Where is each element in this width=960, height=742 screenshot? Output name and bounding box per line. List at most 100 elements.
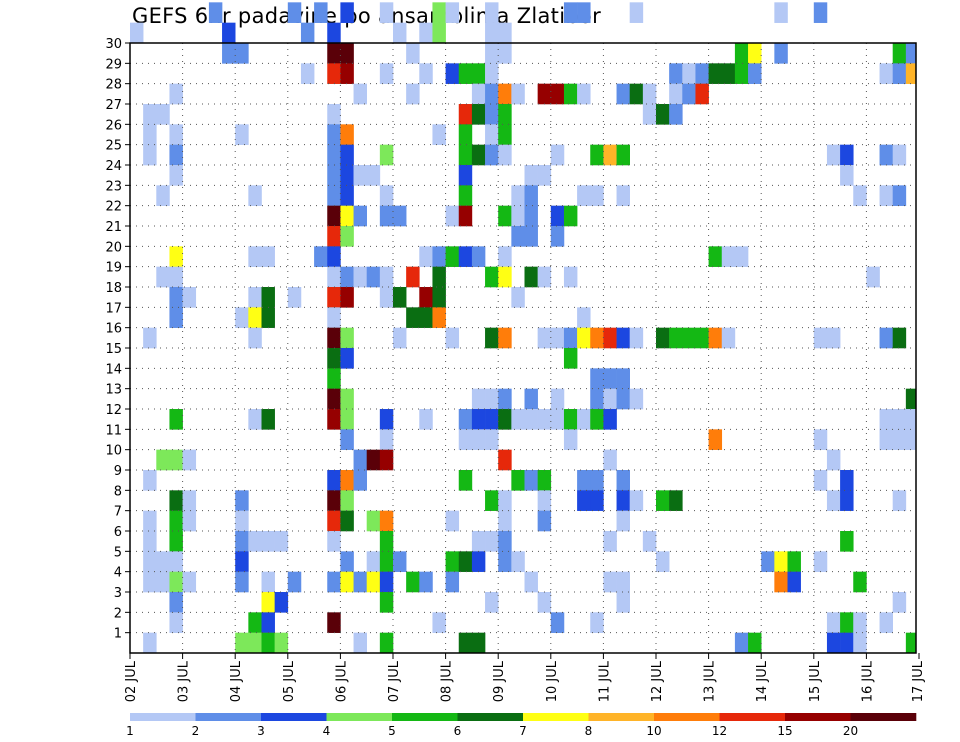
heatmap-cell — [366, 165, 381, 186]
colorbar-label: 12 — [712, 724, 727, 738]
x-tick-label: 06 JUL — [334, 660, 349, 702]
x-tick-label: 07 JUL — [387, 660, 402, 702]
heatmap-cell — [577, 185, 591, 206]
heatmap-cell — [340, 327, 354, 349]
heatmap-cell — [485, 266, 499, 288]
heatmap-cell — [682, 63, 696, 84]
heatmap-cell — [498, 104, 512, 125]
heatmap-cell — [379, 205, 394, 227]
heatmap-cell — [485, 63, 499, 84]
heatmap-cell — [353, 449, 367, 471]
heatmap-cell — [498, 83, 512, 105]
heatmap-cell — [406, 571, 420, 593]
heatmap-cell — [327, 287, 341, 308]
heatmap-cell — [379, 144, 394, 166]
heatmap-cell — [445, 327, 460, 349]
heatmap-cell — [577, 470, 591, 491]
heatmap-cell — [905, 43, 917, 64]
heatmap-cell — [340, 226, 354, 247]
y-tick-label: 22 — [105, 200, 122, 215]
heatmap-cell — [379, 2, 394, 23]
heatmap-cell — [590, 490, 604, 511]
heatmap-cell — [235, 571, 249, 593]
heatmap-cell — [445, 551, 460, 572]
heatmap-cell — [813, 2, 828, 23]
heatmap-cell — [169, 307, 183, 328]
heatmap-cell — [590, 470, 604, 491]
y-tick-label: 14 — [105, 362, 122, 377]
heatmap-cell — [419, 307, 433, 328]
heatmap-cell — [419, 63, 433, 84]
heatmap-cell — [445, 571, 460, 593]
heatmap-cell — [511, 409, 525, 430]
heatmap-cell — [905, 388, 917, 410]
heatmap-cell — [143, 551, 157, 572]
heatmap-cell — [892, 409, 907, 430]
heatmap-cell — [879, 144, 893, 166]
heatmap-cell — [629, 388, 644, 410]
heatmap-cell — [274, 632, 289, 654]
heatmap-cell — [669, 327, 683, 349]
heatmap-cell — [406, 83, 420, 105]
heatmap-cell — [300, 22, 315, 44]
heatmap-cell — [524, 470, 538, 491]
heatmap-cell — [616, 327, 630, 349]
heatmap-cell — [471, 104, 486, 125]
colorbar-label: 15 — [777, 724, 792, 738]
colorbar-label: 7 — [519, 724, 527, 738]
heatmap-cell — [485, 83, 499, 105]
heatmap-cell — [563, 327, 578, 349]
heatmap-cell — [511, 470, 525, 491]
heatmap-cell — [826, 490, 841, 511]
heatmap-cell — [537, 409, 552, 430]
heatmap-cell — [616, 490, 630, 511]
heatmap-cell — [208, 2, 223, 23]
heatmap-cell — [432, 246, 446, 267]
heatmap-cell — [340, 287, 354, 308]
heatmap-cell — [393, 551, 407, 572]
heatmap-cell — [471, 531, 486, 552]
y-tick-label: 5 — [114, 545, 122, 560]
heatmap-cell — [629, 327, 644, 349]
heatmap-cell — [327, 612, 341, 633]
heatmap-cell — [143, 327, 157, 349]
heatmap-cell — [182, 571, 197, 593]
heatmap-cell — [905, 63, 917, 84]
heatmap-cell — [419, 409, 433, 430]
heatmap-cell — [603, 571, 617, 593]
heatmap-cell — [853, 632, 867, 654]
heatmap-cell — [485, 531, 499, 552]
heatmap-cell — [603, 449, 617, 471]
heatmap-cell — [669, 104, 683, 125]
heatmap-cell — [261, 612, 275, 633]
heatmap-cell — [656, 104, 670, 125]
heatmap-cell — [879, 612, 893, 633]
heatmap-cell — [524, 226, 538, 247]
heatmap-cell — [840, 490, 854, 511]
heatmap-cell — [498, 327, 512, 349]
heatmap-cell — [511, 551, 525, 572]
y-tick-label: 4 — [114, 566, 122, 581]
heatmap-cell — [524, 409, 538, 430]
colorbar-label: 5 — [388, 724, 396, 738]
heatmap-cell — [853, 571, 867, 593]
heatmap-cell — [485, 104, 499, 125]
y-tick-label: 8 — [114, 484, 122, 499]
heatmap-cell — [169, 490, 183, 511]
heatmap-cell — [840, 612, 854, 633]
heatmap-cell — [537, 470, 552, 491]
heatmap-cell — [577, 2, 591, 23]
heatmap-cell — [892, 327, 907, 349]
heatmap-cell — [550, 144, 565, 166]
heatmap-cell — [327, 22, 341, 44]
x-tick-label: 17 JUL — [911, 660, 926, 702]
heatmap-cell — [537, 83, 552, 105]
heatmap-cell — [143, 124, 157, 145]
colorbar-swatch — [392, 713, 458, 721]
heatmap-cell — [340, 63, 354, 84]
heatmap-cell — [169, 287, 183, 308]
heatmap-cell — [340, 43, 354, 64]
heatmap-cell — [787, 551, 801, 572]
x-tick-label: 16 JUL — [860, 660, 875, 702]
heatmap-cell — [327, 368, 341, 389]
